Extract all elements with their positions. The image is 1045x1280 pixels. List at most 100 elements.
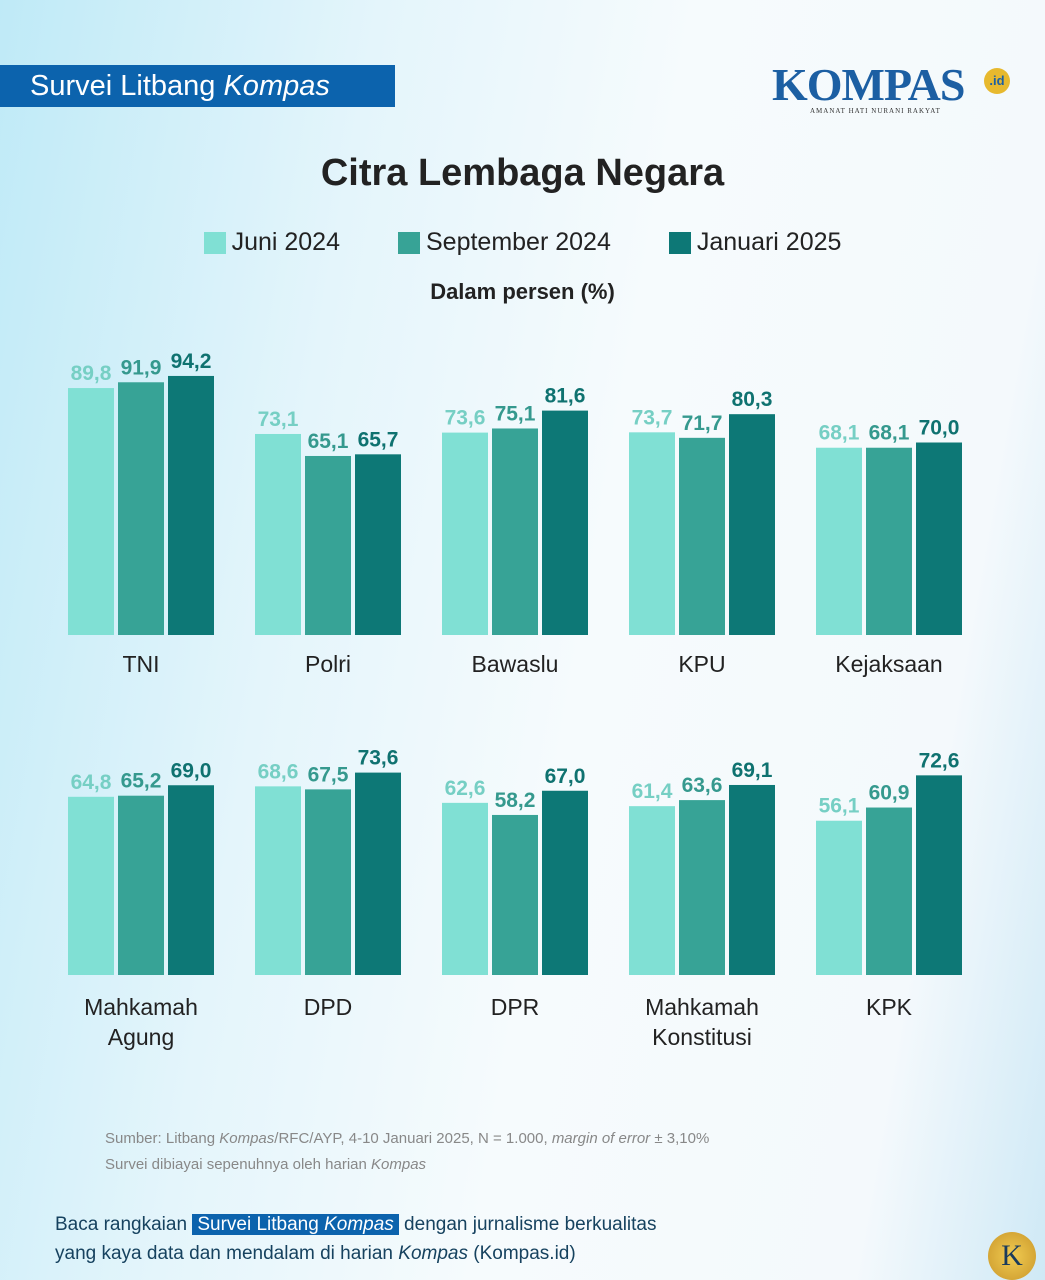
bar	[68, 796, 114, 975]
bar-chart: 89,8 91,9 94,2 TNI 73,1 65,1 65,7 Polri 73,6 75,1…	[68, 350, 962, 1050]
bar	[679, 437, 725, 635]
bar	[442, 432, 488, 635]
bar	[816, 820, 862, 975]
data-label: 62,6	[445, 777, 486, 800]
data-label: 60,9	[869, 782, 910, 805]
cta-text: yang kaya data dan mendalam di harian	[55, 1243, 399, 1264]
cta-text: Kompas	[398, 1243, 468, 1264]
bar	[729, 784, 775, 975]
data-label: 75,1	[495, 402, 536, 425]
src-text: Kompas	[371, 1156, 427, 1173]
bar	[168, 785, 214, 975]
source-note: Sumber: Litbang Kompas/RFC/AYP, 4-10 Jan…	[105, 1126, 709, 1178]
bar	[816, 447, 862, 635]
bar	[629, 432, 675, 635]
bar	[542, 790, 588, 975]
category-label: KPU	[678, 651, 725, 677]
chart-title: Citra Lembaga Negara	[320, 152, 725, 194]
data-label: 64,8	[71, 771, 112, 794]
data-label: 94,2	[171, 350, 212, 373]
data-label: 58,2	[495, 789, 536, 812]
bar	[866, 447, 912, 635]
chart-subtitle: Dalam persen (%)	[430, 279, 615, 304]
data-label: 89,8	[71, 362, 112, 385]
bar	[255, 433, 301, 635]
data-label: 80,3	[732, 388, 773, 411]
legend-swatch	[203, 231, 226, 254]
bar	[492, 428, 538, 635]
legend-item: September 2024	[398, 228, 611, 257]
legend-label: Juni 2024	[231, 228, 340, 256]
data-label: 70,0	[919, 417, 960, 440]
data-label: 65,2	[121, 770, 162, 793]
kompas-k-logo: K	[988, 1232, 1036, 1280]
category-label: KPK	[866, 994, 913, 1020]
legend-swatch	[398, 231, 420, 254]
bar	[118, 382, 164, 635]
legend-label: September 2024	[426, 228, 611, 256]
category-label: Agung	[108, 1024, 175, 1050]
cta-text: Baca rangkaian	[55, 1214, 193, 1235]
data-label: 73,7	[632, 406, 673, 429]
src-text: margin of error	[551, 1130, 651, 1147]
source-line: Sumber: Litbang Kompas/RFC/AYP, 4-10 Jan…	[105, 1126, 709, 1152]
cta-highlight: Survei Litbang Kompas	[192, 1214, 399, 1235]
legend-swatch	[668, 231, 691, 254]
data-label: 68,1	[819, 422, 860, 445]
cta-text: Survei Litbang	[197, 1214, 325, 1235]
funding-line: Survei dibiayai sepenuhnya oleh harian K…	[105, 1152, 709, 1178]
category-label: Mahkamah	[645, 994, 759, 1020]
survey-badge: Survei Litbang Kompas	[0, 65, 395, 107]
category-label: Bawaslu	[472, 651, 559, 677]
bar	[916, 442, 962, 635]
category-label: DPR	[491, 994, 540, 1020]
data-label: 63,6	[682, 774, 723, 797]
bar	[305, 789, 351, 975]
data-label: 91,9	[121, 356, 162, 379]
data-label: 69,1	[732, 759, 773, 782]
category-label: TNI	[122, 651, 159, 677]
cta-text: dengan jurnalisme berkualitas	[398, 1214, 657, 1235]
bar	[866, 807, 912, 975]
bar	[729, 414, 775, 635]
data-label: 73,6	[358, 747, 399, 770]
category-label: DPD	[304, 994, 353, 1020]
category-label: Mahkamah	[84, 994, 198, 1020]
bar	[492, 814, 538, 975]
data-label: 71,7	[682, 412, 723, 435]
data-label: 67,5	[308, 763, 349, 786]
bar	[168, 375, 214, 635]
kompas-logo: KOMPAS .id AMANAT HATI NURANI RAKYAT	[772, 58, 1010, 115]
bar	[916, 775, 962, 975]
category-label: Konstitusi	[652, 1024, 752, 1050]
src-text: Survei dibiayai sepenuhnya oleh harian	[105, 1156, 372, 1173]
data-label: 65,1	[308, 430, 349, 453]
legend: Juni 2024 September 2024 Januari 2025	[0, 228, 1045, 257]
data-label: 73,1	[258, 408, 299, 431]
data-label: 69,0	[171, 759, 212, 782]
bar	[629, 806, 675, 975]
bar	[305, 455, 351, 635]
data-label: 81,6	[545, 385, 586, 408]
data-label: 61,4	[632, 780, 673, 803]
data-label: 68,6	[258, 760, 299, 783]
badge-text-em: Kompas	[223, 70, 330, 102]
data-label: 56,1	[819, 795, 860, 818]
src-text: Sumber: Litbang	[105, 1130, 220, 1147]
logo-tagline: AMANAT HATI NURANI RAKYAT	[810, 107, 941, 115]
bar	[68, 388, 114, 635]
src-text: ± 3,10%	[650, 1130, 710, 1147]
data-label: 68,1	[869, 422, 910, 445]
logo-id-badge: .id	[984, 68, 1010, 94]
legend-item: Januari 2025	[668, 228, 841, 257]
cta-text: (Kompas.id)	[467, 1243, 576, 1264]
category-label: Kejaksaan	[835, 651, 942, 677]
data-label: 65,7	[358, 428, 399, 451]
bar	[255, 786, 301, 975]
bar	[355, 772, 401, 975]
bar	[118, 795, 164, 975]
data-label: 73,6	[445, 407, 486, 430]
bar	[355, 454, 401, 635]
src-text: /RFC/AYP, 4-10 Januari 2025, N = 1.000,	[274, 1130, 552, 1147]
badge-text: Survei Litbang	[30, 70, 224, 102]
